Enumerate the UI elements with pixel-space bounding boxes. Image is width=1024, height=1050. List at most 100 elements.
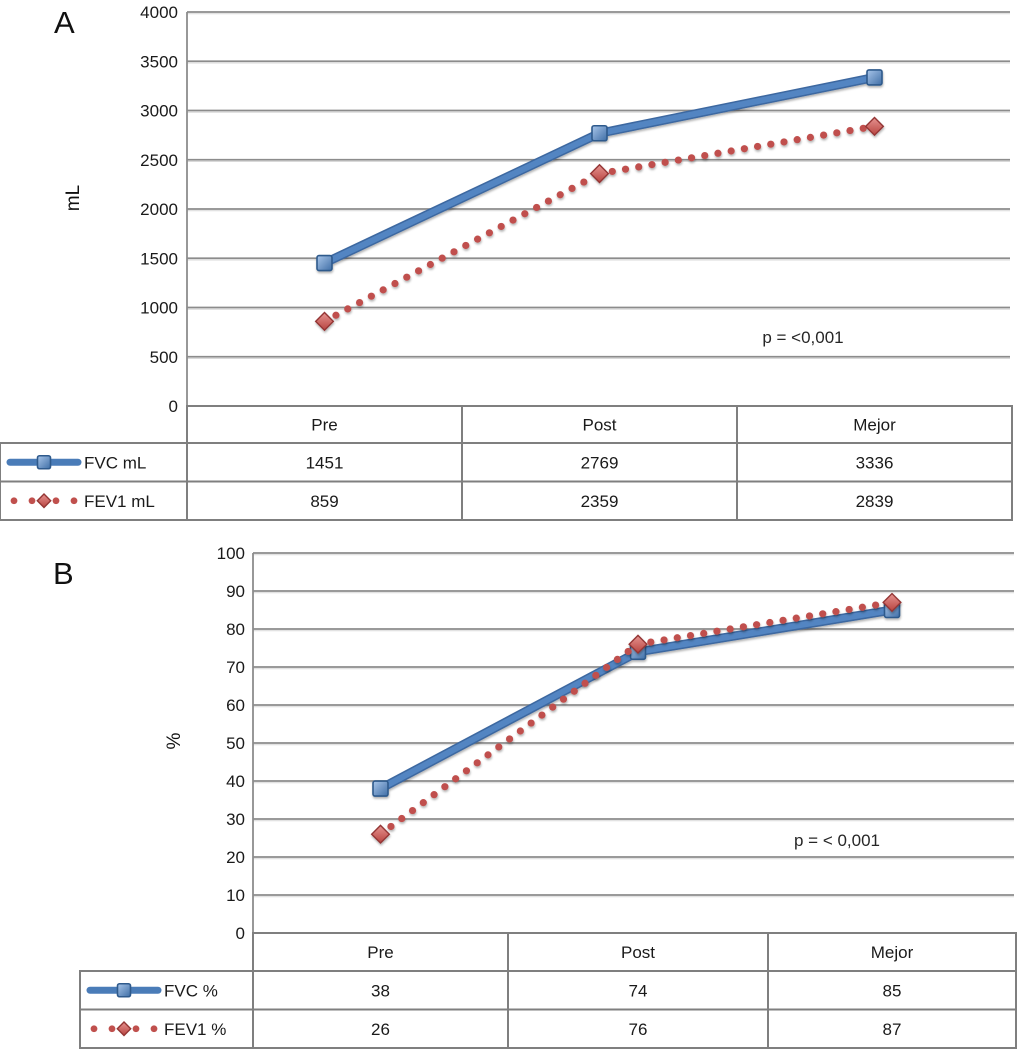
series-dot — [533, 203, 541, 212]
panel-a-label: A — [54, 5, 76, 40]
series-fvc-ml — [316, 69, 883, 272]
series-dot — [441, 783, 449, 791]
legend-key-fvc — [86, 982, 162, 998]
series-dot — [766, 618, 774, 627]
legend-label: FEV1 mL — [84, 492, 155, 511]
series-dot — [568, 184, 576, 192]
series-dot — [403, 273, 411, 281]
series-dot — [570, 687, 578, 695]
column-header: Mejor — [871, 943, 914, 962]
series-dot — [391, 279, 399, 288]
series-dot — [624, 647, 632, 656]
series-dot — [462, 767, 471, 775]
column-header: Pre — [311, 416, 337, 435]
panel-b-label: B — [53, 556, 75, 591]
y-tick-label: 0 — [236, 924, 245, 943]
panel-a-y-axis-title: mL — [63, 184, 84, 212]
series-dot — [872, 601, 880, 609]
series-dot — [556, 191, 564, 199]
table-value: 74 — [629, 981, 648, 1000]
series-dot — [398, 814, 406, 823]
series-dot — [419, 799, 427, 807]
series-dot — [603, 663, 611, 671]
series-dot — [538, 711, 546, 719]
series-dot — [714, 149, 722, 157]
series-dot — [832, 608, 840, 616]
table-cell — [736, 405, 1013, 444]
table-cell — [507, 932, 769, 972]
series-dot — [608, 167, 616, 176]
series-dot — [779, 616, 787, 624]
gridlines-and-ticks: 0 500 1000 1500 2000 2500 3000 3500 4000 — [140, 3, 1010, 416]
square-marker — [316, 254, 333, 272]
legend-label: FVC % — [164, 981, 218, 1000]
y-tick-label: 500 — [150, 348, 178, 367]
series-dot — [820, 131, 828, 139]
legend-label: FEV1 % — [164, 1020, 226, 1039]
legend-dot — [150, 1025, 158, 1033]
series-dot — [580, 178, 588, 186]
series-dot — [648, 161, 656, 169]
square-marker — [36, 454, 52, 470]
y-tick-label: 10 — [226, 886, 245, 905]
column-header: Post — [582, 416, 616, 435]
square-marker — [591, 124, 608, 142]
series-dot — [753, 142, 762, 151]
table-value: 2839 — [856, 492, 894, 511]
y-tick-label: 70 — [226, 658, 245, 677]
series-dot — [858, 603, 866, 611]
data-table-b: Pre Post Mejor FVC % 38 74 85 FEV1 % 26 76 87 — [79, 932, 1017, 1049]
table-cell — [767, 1008, 1017, 1049]
series-dot — [544, 197, 553, 205]
legend-dot — [70, 497, 78, 505]
table-value: 1451 — [306, 453, 344, 472]
series-dot — [739, 623, 747, 631]
series-dot — [452, 775, 460, 783]
legend-dot — [90, 1025, 98, 1033]
y-tick-label: 90 — [226, 582, 245, 601]
series-dot — [367, 292, 375, 300]
y-tick-label: 2500 — [140, 151, 178, 170]
series-dot — [408, 806, 417, 815]
series-dot — [484, 751, 492, 759]
series-dot — [426, 260, 434, 269]
square-marker — [866, 69, 883, 86]
series-dot — [792, 614, 800, 622]
series-dot — [833, 129, 841, 137]
column-header: Pre — [367, 943, 393, 962]
series-dot — [430, 791, 438, 799]
legend-key-fev1 — [10, 493, 78, 509]
series-dot — [497, 222, 505, 231]
table-cell — [736, 480, 1013, 521]
legend-label: FVC mL — [84, 453, 146, 472]
square-marker — [372, 780, 389, 797]
table-cell — [736, 442, 1013, 483]
diamond-marker — [36, 493, 52, 509]
table-cell — [461, 405, 738, 444]
table-value: 3336 — [856, 453, 894, 472]
y-tick-label: 30 — [226, 810, 245, 829]
series-dot — [767, 140, 775, 148]
series-dot — [845, 605, 853, 614]
series-dot — [473, 759, 481, 767]
series-dot — [505, 735, 514, 743]
series-dot — [516, 727, 524, 735]
series-dot — [805, 612, 814, 620]
legend-dot — [52, 497, 60, 505]
series-dot — [438, 254, 446, 262]
legend-dot — [10, 497, 18, 505]
y-tick-label: 40 — [226, 772, 245, 791]
series-dot — [635, 163, 643, 171]
table-cell — [507, 970, 769, 1011]
legend-dot — [28, 497, 36, 505]
y-tick-label: 20 — [226, 848, 245, 867]
y-tick-label: 80 — [226, 620, 245, 639]
table-cell — [507, 1008, 769, 1049]
table-value: 87 — [883, 1020, 902, 1039]
column-header: Mejor — [853, 416, 896, 435]
diamond-marker — [882, 592, 902, 613]
series-dot — [450, 248, 458, 256]
series-dot — [621, 165, 630, 173]
